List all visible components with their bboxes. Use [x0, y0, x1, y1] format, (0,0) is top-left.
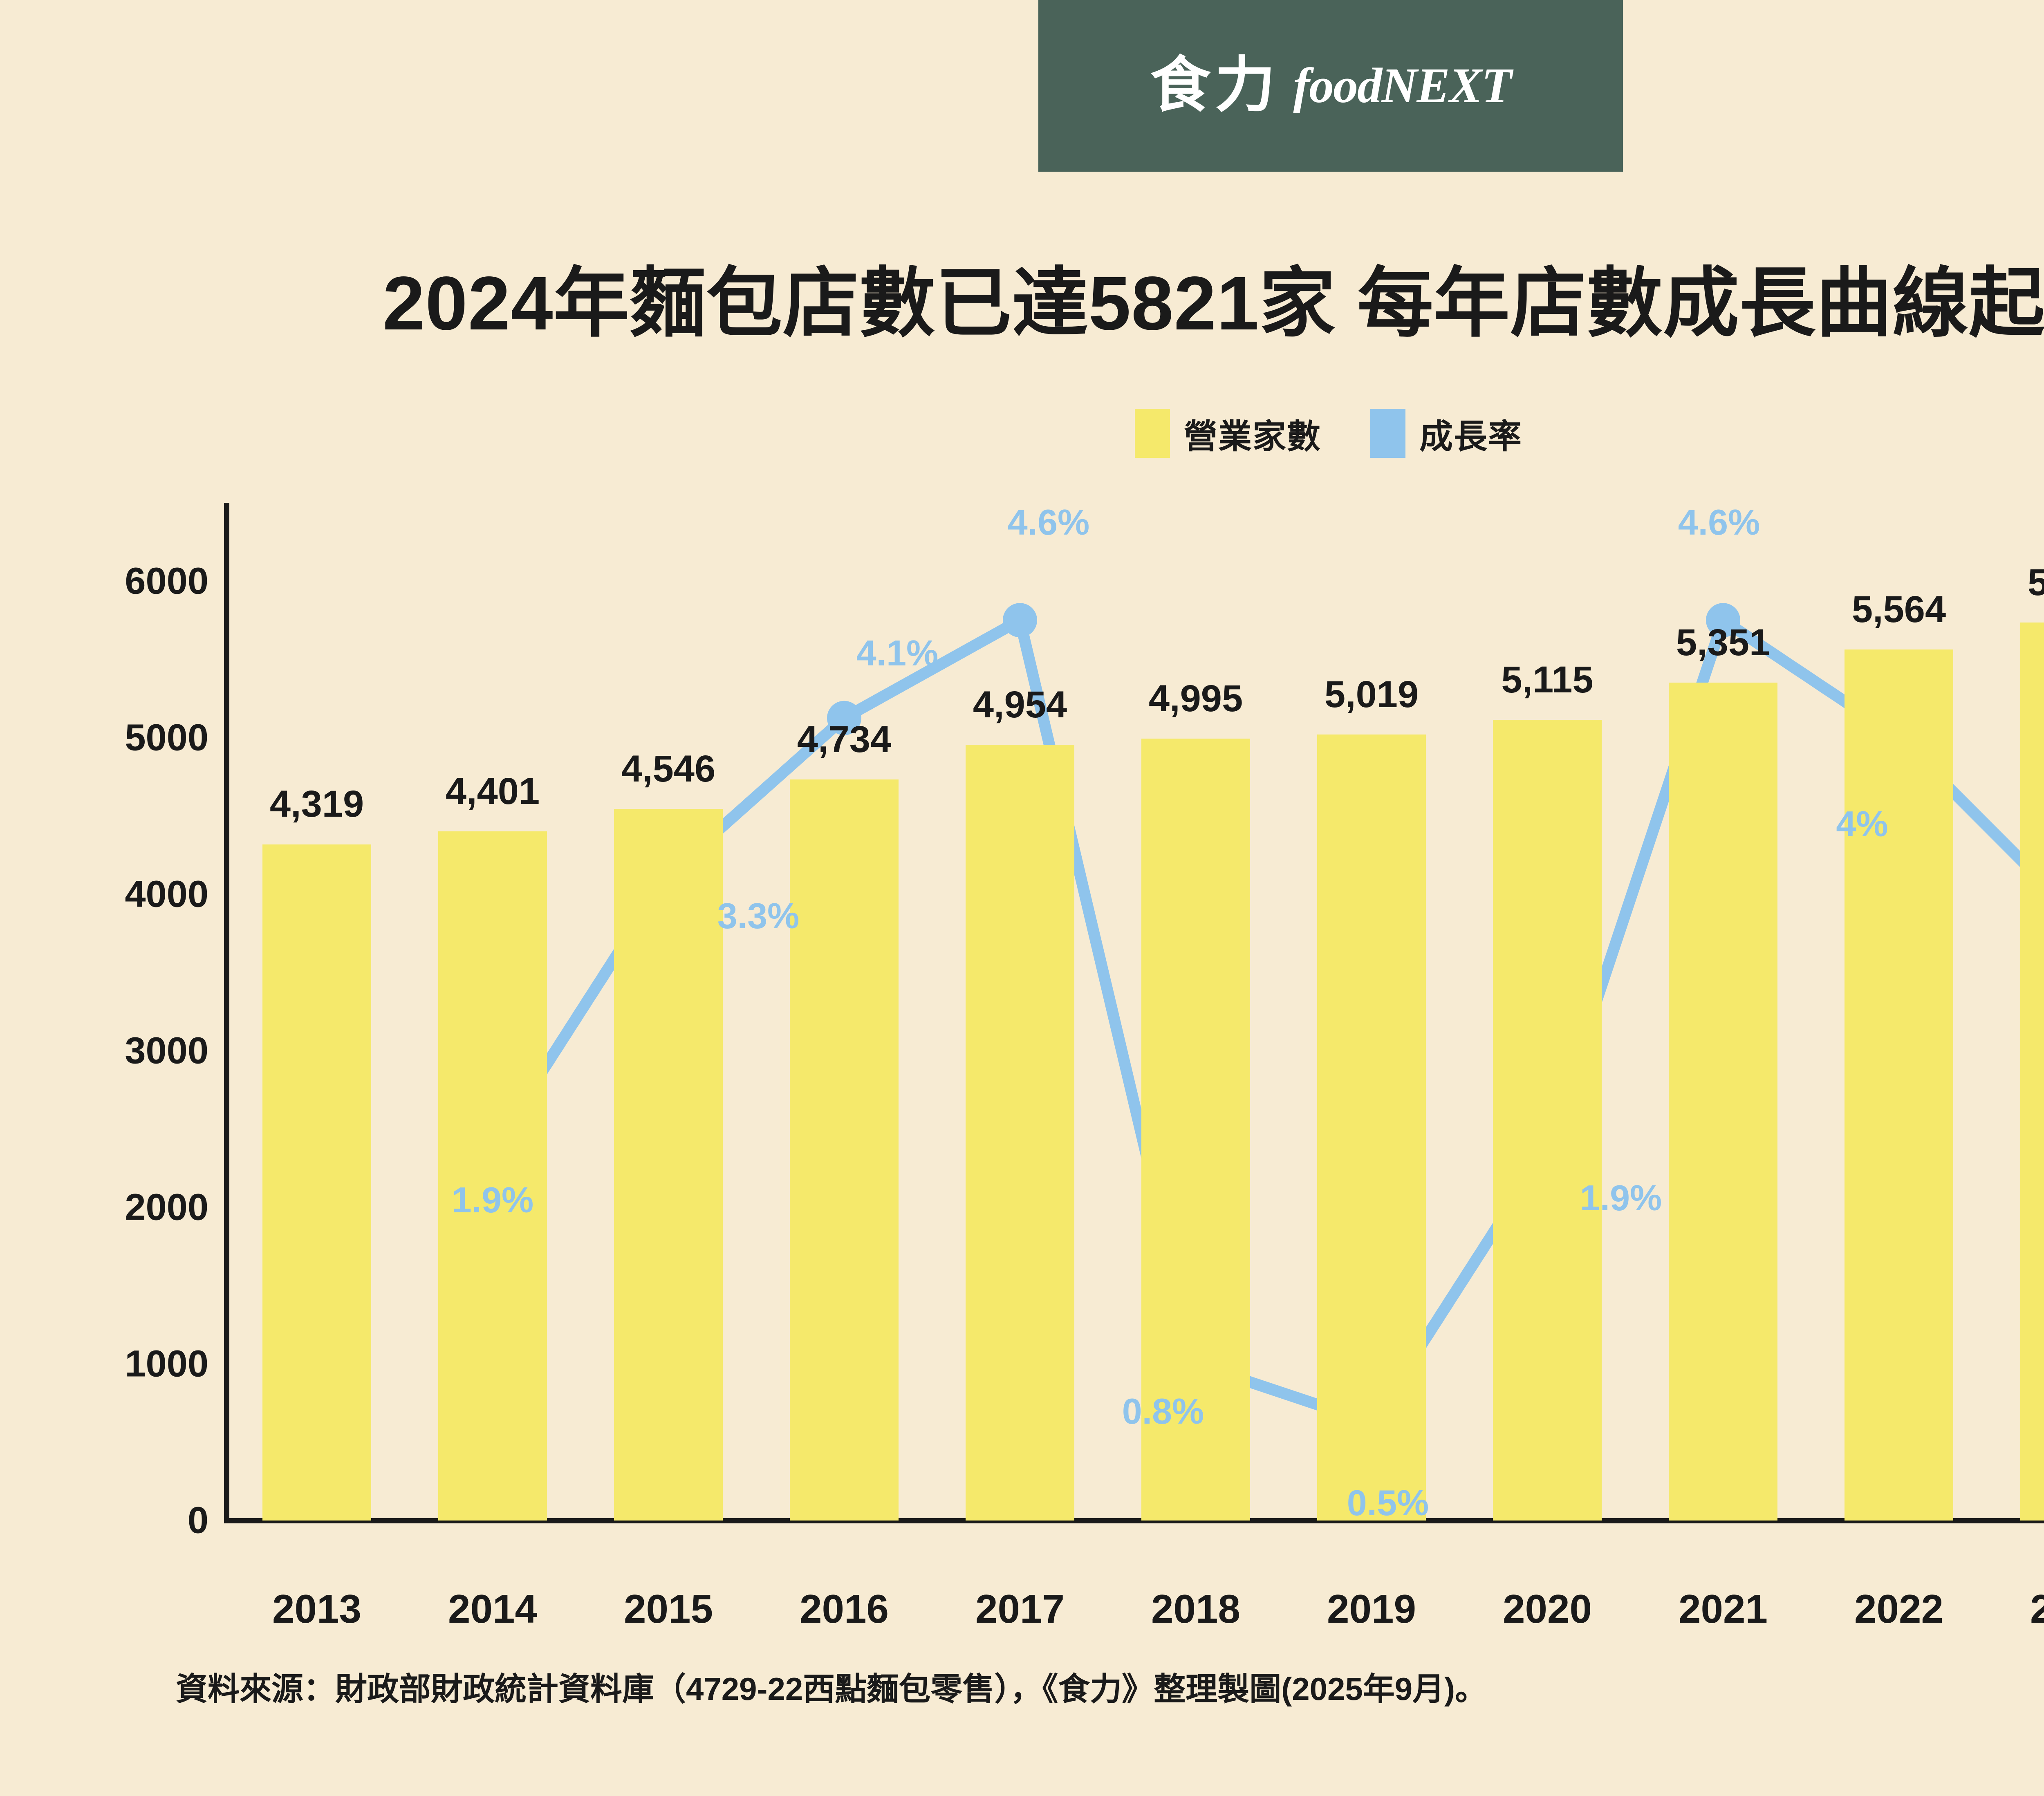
growth-rate-label-2020: 1.9%: [1580, 1178, 1662, 1218]
growth-rate-label-2022: 4%: [1836, 803, 1888, 844]
bar-2021: [1668, 683, 1778, 1521]
x-axis-label-2015: 2015: [623, 1586, 713, 1631]
x-axis-label-2017: 2017: [975, 1586, 1065, 1631]
bar-2022: [1844, 649, 1954, 1521]
source-note: 資料來源：財政部財政統計資料庫（4729-22西點麵包零售），《食力》整理製圖(…: [176, 1671, 1487, 1707]
x-axis-label-2021: 2021: [1678, 1586, 1768, 1631]
bar-2023: [2020, 623, 2044, 1521]
bar-2019: [1317, 735, 1426, 1521]
bar-2017: [965, 745, 1075, 1521]
x-axis-label-2018: 2018: [1151, 1586, 1241, 1631]
bar-value-label-2013: 4,319: [269, 783, 364, 825]
growth-rate-label-2016: 4.1%: [856, 632, 939, 673]
y-axis-left-tick-1000: 1000: [125, 1343, 208, 1385]
legend-label-line: 成長率: [1419, 418, 1523, 455]
bar-value-label-2016: 4,734: [797, 718, 892, 760]
y-axis-left-tick-5000: 5000: [125, 717, 208, 759]
growth-rate-label-2021: 4.6%: [1678, 502, 1760, 543]
growth-rate-label-2019: 0.5%: [1347, 1482, 1429, 1523]
line-marker: [1706, 603, 1740, 638]
y-axis-left-tick-0: 0: [187, 1499, 208, 1541]
growth-rate-label-2018: 0.8%: [1122, 1391, 1204, 1431]
brand-logo-en: foodNEXT: [1293, 58, 1512, 113]
legend-swatch-bars-icon: [1134, 409, 1170, 458]
bar-2014: [438, 831, 547, 1521]
bar-2020: [1493, 719, 1602, 1521]
bar-value-label-2018: 4,995: [1148, 677, 1243, 719]
brand-logo-cn: 食力: [1150, 52, 1280, 119]
x-axis-labels: 2013 2014 2015 2016 2017 2018 2019 2020 2021 2022…: [0, 1586, 2044, 1639]
x-axis-label-2013: 2013: [272, 1586, 362, 1631]
y-axis-left-tick-2000: 2000: [125, 1186, 208, 1228]
y-axis-left-tick-3000: 3000: [125, 1030, 208, 1072]
x-axis-label-2016: 2016: [799, 1586, 889, 1631]
line-marker: [1003, 603, 1037, 638]
growth-rate-label-2015: 3.3%: [717, 895, 800, 936]
bar-value-label-2022: 5,564: [1851, 588, 1946, 630]
legend-swatch-line-icon: [1370, 409, 1405, 458]
plot-area: 4,319 4,401 4,546 4,734 4,954 4,995 5,019 5,115…: [229, 502, 2044, 1523]
bar-value-label-2021: 5,351: [1676, 622, 1771, 664]
legend-item-line: 成長率: [1370, 409, 1522, 458]
bar-value-label-2020: 5,115: [1501, 658, 1594, 701]
y-axis-left-tick-4000: 4000: [125, 873, 208, 915]
bar-value-label-2023: 5,734: [2027, 562, 2044, 604]
brand-header: 食力 foodNEXT: [1038, 0, 1623, 172]
x-axis-label-2022: 2022: [1854, 1586, 1944, 1631]
bar-2016: [789, 779, 899, 1521]
x-axis-label-2014: 2014: [448, 1586, 538, 1631]
y-axis-left-tick-6000: 6000: [125, 560, 208, 602]
x-axis-label-2020: 2020: [1502, 1586, 1592, 1631]
x-axis-label-2019: 2019: [1327, 1586, 1416, 1631]
growth-rate-label-2014: 1.9%: [451, 1180, 534, 1220]
bar-value-label-2014: 4,401: [445, 770, 540, 813]
bar-value-label-2019: 5,019: [1324, 674, 1419, 716]
bar-2015: [614, 808, 723, 1521]
x-axis-label-2023: 2023: [2030, 1586, 2044, 1631]
chart-legend: 營業家數 成長率: [0, 409, 2044, 458]
legend-label-bars: 營業家數: [1183, 418, 1321, 455]
bar-value-label-2017: 4,954: [973, 684, 1067, 726]
y-axis-left-line: [224, 503, 229, 1523]
growth-rate-label-2017: 4.6%: [1007, 502, 1090, 543]
bar-2013: [262, 844, 372, 1521]
bar-2018: [1141, 738, 1251, 1521]
legend-item-bars: 營業家數: [1134, 409, 1321, 458]
bar-value-label-2015: 4,546: [621, 748, 716, 790]
line-marker: [827, 701, 861, 735]
page-title: 2024年麵包店數已達5821家 每年店數成長曲線起伏大！: [382, 261, 2044, 346]
